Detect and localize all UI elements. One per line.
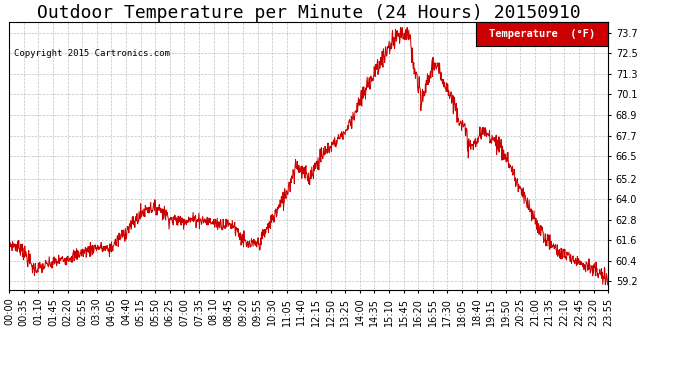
Text: Copyright 2015 Cartronics.com: Copyright 2015 Cartronics.com — [14, 49, 170, 58]
Title: Outdoor Temperature per Minute (24 Hours) 20150910: Outdoor Temperature per Minute (24 Hours… — [37, 4, 580, 22]
